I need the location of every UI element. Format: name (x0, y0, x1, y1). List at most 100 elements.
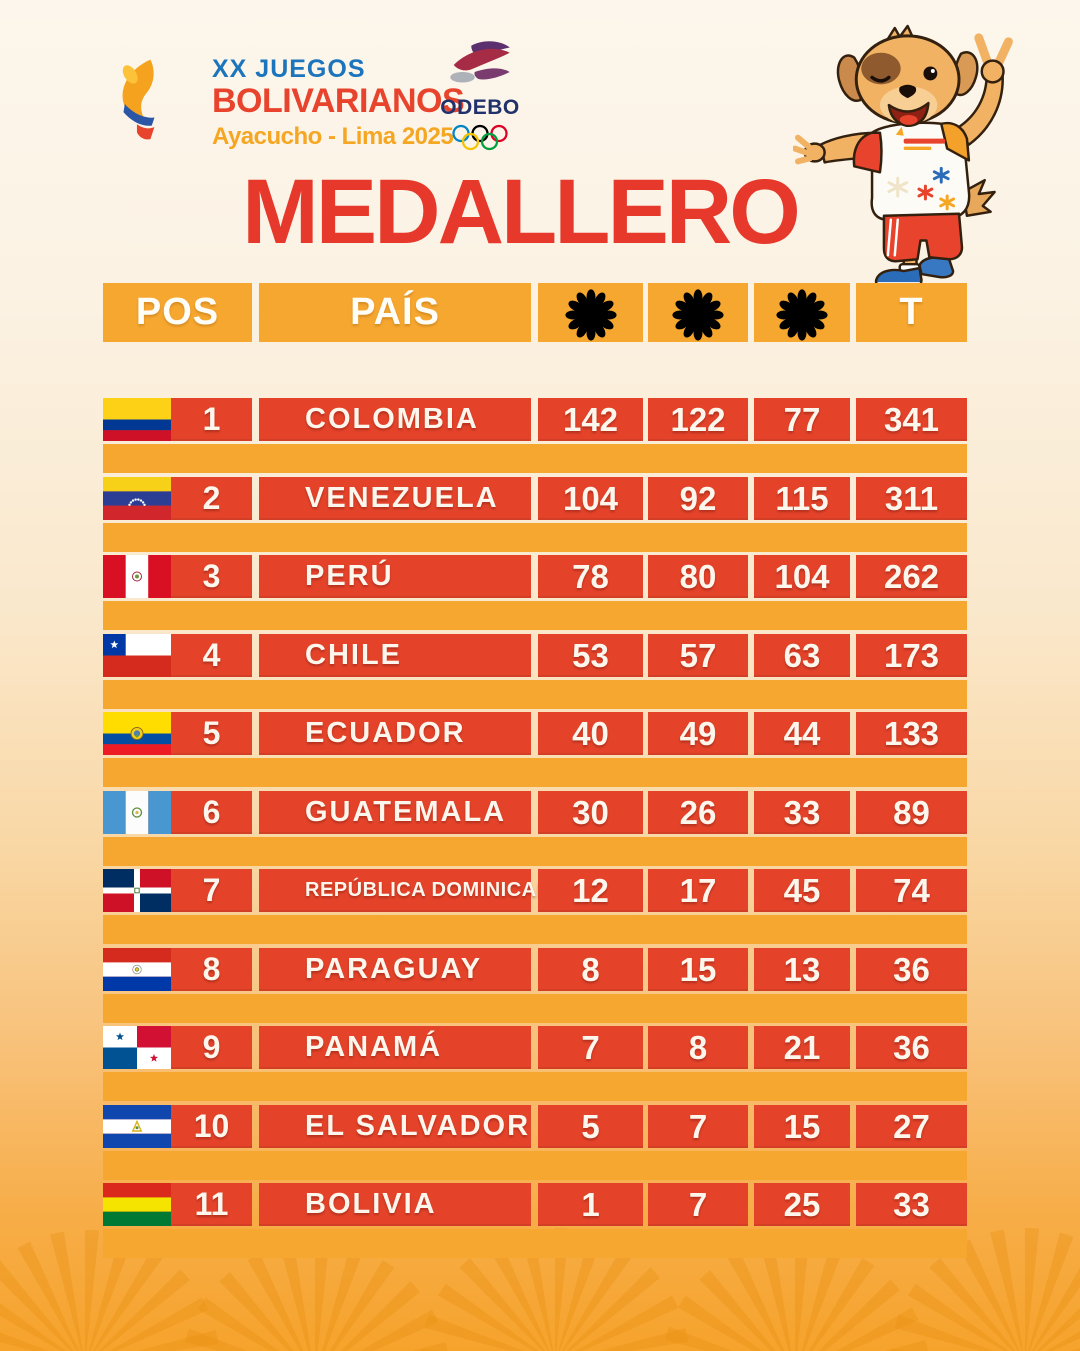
pos-cell: 8 (103, 948, 252, 991)
country-cell: PARAGUAY (259, 948, 531, 991)
country-flag (103, 477, 171, 520)
position-value: 4 (202, 637, 221, 673)
table-row: 10 EL SALVADOR 5 7 15 27 (103, 1105, 967, 1184)
total-count: 33 (856, 1183, 967, 1226)
torch-logo-icon (122, 59, 155, 140)
gold-count: 7 (538, 1026, 643, 1069)
silver-count: 15 (648, 948, 748, 991)
country-cell: VENEZUELA (259, 477, 531, 520)
country-cell: COLOMBIA (259, 398, 531, 441)
table-row: 7 REPÚBLICA DOMINICANA 12 17 45 74 (103, 869, 967, 948)
silver-count: 17 (648, 869, 748, 912)
position-value: 8 (202, 951, 221, 987)
country-cell: BOLIVIA (259, 1183, 531, 1226)
row-separator (103, 1229, 967, 1258)
country-name: PARAGUAY (305, 953, 483, 985)
games-wordmark: XX JUEGOS BOLIVARIANOS Ayacucho - Lima 2… (212, 55, 465, 150)
silver-count: 92 (648, 477, 748, 520)
gold-count: 12 (538, 869, 643, 912)
country-flag (103, 1105, 171, 1148)
gold-count: 8 (538, 948, 643, 991)
total-count: 36 (856, 1026, 967, 1069)
table-row: 1 COLOMBIA 142 122 77 341 (103, 398, 967, 477)
silver-count: 49 (648, 712, 748, 755)
total-count: 173 (856, 634, 967, 677)
header-pos: POS (103, 283, 252, 342)
total-count: 262 (856, 555, 967, 598)
country-flag (103, 398, 171, 441)
pos-cell: 5 (103, 712, 252, 755)
silver-count: 7 (648, 1183, 748, 1226)
position-value: 7 (202, 872, 221, 908)
row-separator (103, 1151, 967, 1180)
games-line2: BOLIVARIANOS (212, 82, 465, 121)
country-cell: REPÚBLICA DOMINICANA (259, 869, 567, 912)
total-count: 27 (856, 1105, 967, 1148)
medal-table: POS PAÍS T 1 COLOMBIA 142 122 77 (103, 0, 967, 1351)
bronze-count: 77 (754, 398, 850, 441)
table-row: 2 VENEZUELA 104 92 115 311 (103, 477, 967, 556)
total-count: 311 (856, 477, 967, 520)
header-bronze (754, 283, 850, 342)
table-row: 5 ECUADOR 40 49 44 133 (103, 712, 967, 791)
country-flag (103, 869, 171, 912)
table-row: 6 GUATEMALA 30 26 33 89 (103, 791, 967, 870)
bronze-count: 44 (754, 712, 850, 755)
pos-cell: 11 (103, 1183, 252, 1226)
bronze-count: 33 (754, 791, 850, 834)
silver-count: 8 (648, 1026, 748, 1069)
country-flag (103, 948, 171, 991)
odebo-logo: ODEBO (436, 36, 524, 153)
country-name: ECUADOR (305, 717, 466, 749)
pos-cell: 6 (103, 791, 252, 834)
header-country: PAÍS (259, 283, 531, 342)
country-cell: ECUADOR (259, 712, 531, 755)
page-title: MEDALLERO (242, 161, 801, 263)
country-flag (103, 712, 171, 755)
country-name: PANAMÁ (305, 1031, 443, 1063)
games-line3: Ayacucho - Lima 2025 (212, 122, 454, 150)
table-row: 8 PARAGUAY 8 15 13 36 (103, 948, 967, 1027)
row-separator (103, 601, 967, 630)
country-cell: PANAMÁ (259, 1026, 531, 1069)
bronze-medal-icon (776, 289, 828, 341)
row-separator (103, 444, 967, 473)
silver-count: 57 (648, 634, 748, 677)
silver-count: 26 (648, 791, 748, 834)
bronze-count: 13 (754, 948, 850, 991)
pos-cell: 7 (103, 869, 252, 912)
pos-cell: 3 (103, 555, 252, 598)
row-separator (103, 680, 967, 709)
position-value: 2 (202, 480, 221, 516)
gold-count: 30 (538, 791, 643, 834)
games-line1: XX JUEGOS (212, 55, 366, 83)
country-name: CHILE (305, 639, 402, 671)
gold-count: 53 (538, 634, 643, 677)
total-count: 36 (856, 948, 967, 991)
row-separator (103, 1072, 967, 1101)
odebo-label: ODEBO (440, 96, 520, 119)
gold-count: 1 (538, 1183, 643, 1226)
position-value: 9 (202, 1029, 221, 1065)
header-total: T (856, 283, 967, 342)
country-name: REPÚBLICA DOMINICANA (305, 879, 567, 901)
country-cell: PERÚ (259, 555, 531, 598)
silver-count: 122 (648, 398, 748, 441)
country-name: GUATEMALA (305, 796, 507, 828)
bronze-count: 45 (754, 869, 850, 912)
pos-cell: 10 (103, 1105, 252, 1148)
olympic-rings-icon (452, 124, 508, 151)
silver-count: 7 (648, 1105, 748, 1148)
country-cell: CHILE (259, 634, 531, 677)
position-value: 10 (193, 1108, 230, 1144)
pos-cell: 4 (103, 634, 252, 677)
bronze-count: 15 (754, 1105, 850, 1148)
total-count: 89 (856, 791, 967, 834)
gold-count: 5 (538, 1105, 643, 1148)
position-value: 1 (202, 401, 221, 437)
position-value: 5 (202, 715, 221, 751)
bronze-count: 25 (754, 1183, 850, 1226)
country-cell: EL SALVADOR (259, 1105, 531, 1148)
bronze-count: 115 (754, 477, 850, 520)
